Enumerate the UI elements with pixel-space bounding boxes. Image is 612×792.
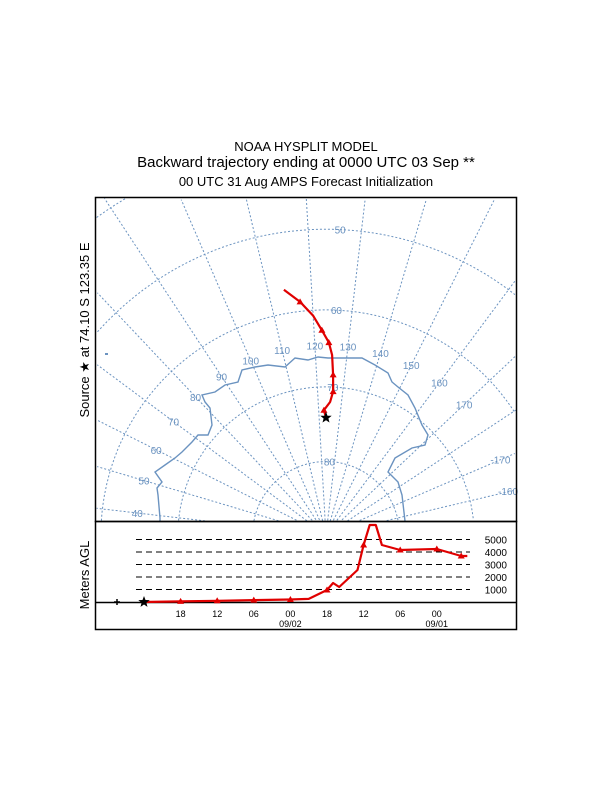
latitude-label: 60 bbox=[331, 306, 343, 317]
trajectory-time-marker bbox=[318, 326, 326, 333]
trajectory-time-marker bbox=[296, 298, 304, 305]
trajectory-time-marker bbox=[320, 406, 328, 413]
longitude-label: 120 bbox=[307, 341, 324, 352]
meridian-line bbox=[336, 279, 517, 521]
trajectory-time-marker bbox=[329, 371, 337, 378]
trajectory-path bbox=[283, 288, 335, 418]
longitude-label: 60 bbox=[151, 446, 163, 457]
latitude-circle bbox=[97, 228, 516, 333]
longitude-label: 80 bbox=[190, 393, 202, 404]
height-time-marker bbox=[396, 546, 404, 553]
longitude-label: 150 bbox=[403, 361, 420, 372]
meridian-line bbox=[332, 198, 496, 521]
longitude-label: 130 bbox=[340, 342, 357, 353]
antarctic-coastline bbox=[154, 356, 429, 522]
meridian-line bbox=[96, 419, 297, 521]
initialization-subtitle: 00 UTC 31 Aug AMPS Forecast Initializati… bbox=[178, 174, 434, 189]
meridian-line bbox=[329, 199, 427, 522]
date-label: 09/02 bbox=[279, 619, 302, 629]
height-tick-label: 5000 bbox=[485, 536, 508, 547]
model-title: NOAA HYSPLIT MODEL bbox=[234, 139, 378, 154]
longitude-label: -170 bbox=[490, 456, 510, 467]
longitude-label: 40 bbox=[132, 509, 144, 520]
meridian-line bbox=[97, 292, 313, 521]
meridian-line bbox=[347, 409, 516, 522]
time-tick-label: 00 bbox=[432, 609, 442, 619]
height-time-marker bbox=[323, 586, 331, 593]
y-axis-label: Meters AGL bbox=[77, 541, 92, 610]
longitude-label: 70 bbox=[168, 418, 180, 429]
longitude-label: 90 bbox=[216, 372, 228, 383]
latitude-circle bbox=[253, 461, 399, 521]
longitude-label: -160 bbox=[498, 487, 518, 498]
time-tick-label: 12 bbox=[359, 609, 369, 619]
meridian-line bbox=[245, 198, 324, 521]
longitude-label: 170 bbox=[456, 401, 473, 412]
date-label: 09/01 bbox=[426, 619, 449, 629]
source-star-icon: ★ bbox=[77, 361, 92, 373]
meridian-line bbox=[180, 199, 320, 521]
longitude-label: 100 bbox=[242, 357, 259, 368]
meridian-line bbox=[386, 489, 515, 522]
height-time-marker bbox=[286, 596, 294, 602]
height-time-marker bbox=[360, 541, 368, 548]
height-time-marker bbox=[457, 552, 465, 559]
latitude-label: 50 bbox=[335, 226, 347, 237]
height-time-marker bbox=[433, 545, 441, 552]
latitude-circle bbox=[100, 309, 516, 521]
meridian-line bbox=[96, 364, 308, 522]
meridian-line bbox=[327, 199, 366, 521]
time-tick-label: 06 bbox=[249, 609, 259, 619]
meridian-line bbox=[96, 507, 206, 522]
height-tick-label: 4000 bbox=[485, 548, 508, 559]
time-tick-label: 00 bbox=[285, 609, 295, 619]
time-tick-label: 18 bbox=[176, 609, 186, 619]
source-lon: 123.35 E bbox=[77, 242, 92, 294]
height-panel-frame bbox=[94, 520, 518, 631]
time-tick-label: 06 bbox=[395, 609, 405, 619]
start-marker bbox=[114, 599, 120, 605]
latitude-circle bbox=[178, 386, 474, 521]
height-time-marker bbox=[250, 596, 258, 603]
latitude-label: 80 bbox=[324, 458, 336, 469]
trajectory-time-marker bbox=[325, 339, 333, 346]
trajectory-time-marker bbox=[329, 388, 337, 395]
height-source-star-icon bbox=[138, 596, 150, 607]
island-marker bbox=[105, 353, 108, 355]
trajectory-title: Backward trajectory ending at 0000 UTC 0… bbox=[137, 154, 475, 171]
longitude-label: 140 bbox=[372, 349, 389, 360]
height-tick-label: 1000 bbox=[485, 586, 508, 597]
height-time-marker bbox=[213, 597, 221, 604]
source-at: at bbox=[77, 346, 92, 357]
longitude-label: 110 bbox=[274, 346, 290, 357]
source-lat: 74.10 S bbox=[77, 298, 92, 343]
longitude-label: 160 bbox=[431, 379, 448, 390]
time-tick-label: 18 bbox=[322, 609, 332, 619]
meridian-line bbox=[359, 453, 515, 521]
map-trajectory bbox=[283, 288, 337, 423]
meridian-line bbox=[104, 198, 317, 520]
source-star-icon bbox=[320, 411, 332, 423]
height-time-marker bbox=[177, 597, 185, 604]
height-tick-label: 2000 bbox=[485, 573, 508, 584]
source-label: Source ★ at 74.10 S 123.35 E bbox=[77, 242, 92, 417]
source-prefix: Source bbox=[77, 376, 92, 417]
height-tick-label: 3000 bbox=[485, 561, 508, 572]
time-tick-label: 12 bbox=[212, 609, 222, 619]
longitude-label: 50 bbox=[138, 477, 150, 488]
meridian-line bbox=[341, 355, 517, 521]
height-series-line bbox=[143, 523, 468, 604]
meridian-line bbox=[305, 198, 326, 521]
meridian-line bbox=[96, 466, 279, 522]
lat-lon-grid bbox=[96, 198, 517, 522]
